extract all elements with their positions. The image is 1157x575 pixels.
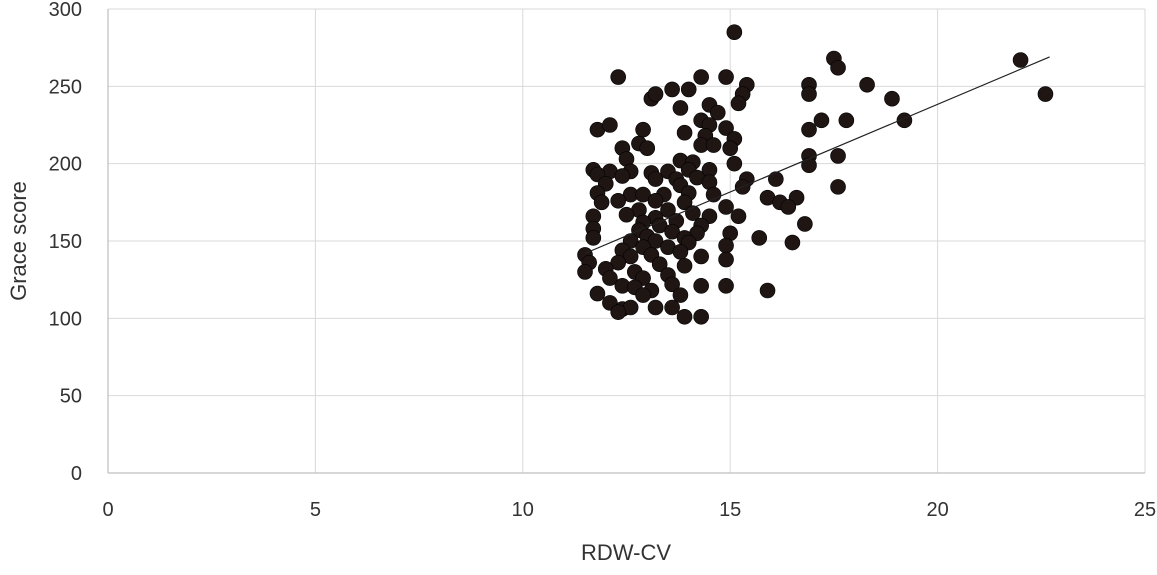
data-point xyxy=(830,148,846,164)
data-point xyxy=(751,230,768,246)
data-point xyxy=(1037,86,1054,102)
data-point xyxy=(622,248,639,265)
data-points xyxy=(577,24,1054,325)
data-point xyxy=(730,95,747,112)
y-tick-label: 100 xyxy=(49,308,82,330)
data-point xyxy=(664,81,680,98)
data-point xyxy=(639,140,656,156)
data-point xyxy=(780,199,797,215)
data-point xyxy=(676,257,693,274)
y-tick-label: 250 xyxy=(49,76,82,98)
x-tick-label: 5 xyxy=(310,499,321,521)
data-point xyxy=(705,186,722,203)
data-point xyxy=(813,112,830,129)
data-point xyxy=(610,254,627,271)
trendline-layer xyxy=(584,56,1050,254)
data-point xyxy=(693,69,709,85)
data-point xyxy=(680,81,697,98)
data-point xyxy=(664,223,680,240)
data-point xyxy=(585,230,602,246)
data-point xyxy=(577,264,593,280)
y-tick-label: 300 xyxy=(49,0,82,21)
data-point xyxy=(672,287,689,303)
data-point xyxy=(801,157,817,174)
x-tick-label: 15 xyxy=(719,499,741,521)
x-tick-label: 10 xyxy=(512,499,534,521)
data-point xyxy=(709,104,726,121)
y-axis-title: Grace score xyxy=(6,181,31,301)
data-point xyxy=(610,192,627,209)
x-axis-title: RDW-CV xyxy=(581,540,671,565)
data-point xyxy=(651,256,668,273)
data-point xyxy=(618,206,635,223)
data-point xyxy=(593,194,610,211)
data-point xyxy=(838,112,855,129)
data-point xyxy=(718,278,734,294)
data-point xyxy=(801,121,817,138)
data-point xyxy=(718,251,734,268)
data-point xyxy=(672,244,689,260)
data-point xyxy=(726,24,743,41)
data-point xyxy=(718,120,734,136)
data-point xyxy=(830,59,846,76)
x-tick-label: 20 xyxy=(926,499,948,521)
y-tick-label: 0 xyxy=(71,463,82,485)
data-point xyxy=(664,276,680,293)
data-point xyxy=(693,248,709,265)
data-point xyxy=(1012,52,1029,68)
data-point xyxy=(635,121,651,138)
tick-labels: 0 50 100 150 200 250 300 0 5 10 15 20 25 xyxy=(49,0,1157,521)
x-tick-label: 25 xyxy=(1134,499,1156,521)
data-point xyxy=(718,237,734,254)
data-point xyxy=(610,304,627,320)
data-point xyxy=(614,168,631,184)
data-point xyxy=(635,186,651,203)
data-point xyxy=(660,202,676,218)
data-point xyxy=(722,140,739,156)
data-point xyxy=(830,179,846,195)
y-tick-label: 200 xyxy=(49,154,82,176)
data-point xyxy=(718,199,734,215)
data-point xyxy=(676,308,693,325)
data-point xyxy=(589,285,606,302)
data-point xyxy=(672,100,689,116)
data-point xyxy=(730,208,747,225)
data-point xyxy=(884,90,900,107)
data-point xyxy=(726,155,743,172)
trendline xyxy=(584,56,1050,254)
data-point xyxy=(705,137,722,153)
data-point xyxy=(635,287,651,303)
data-point xyxy=(759,282,776,299)
axes xyxy=(107,9,1145,474)
data-point xyxy=(602,270,618,286)
data-point xyxy=(647,171,664,187)
data-point xyxy=(784,234,801,251)
data-point xyxy=(647,86,664,102)
data-point xyxy=(801,86,817,102)
data-point xyxy=(676,194,693,211)
y-tick-label: 50 xyxy=(60,386,82,408)
data-point xyxy=(602,117,618,133)
data-point xyxy=(647,299,664,316)
y-tick-label: 150 xyxy=(49,231,82,253)
data-point xyxy=(859,76,875,93)
data-point xyxy=(718,69,734,85)
data-point xyxy=(693,278,709,294)
data-point xyxy=(664,299,680,316)
x-tick-label: 0 xyxy=(102,499,113,521)
data-point xyxy=(768,171,784,187)
data-point xyxy=(676,124,693,141)
data-point xyxy=(693,308,709,325)
data-point xyxy=(797,216,813,232)
data-point xyxy=(610,69,627,85)
data-point xyxy=(647,192,664,209)
